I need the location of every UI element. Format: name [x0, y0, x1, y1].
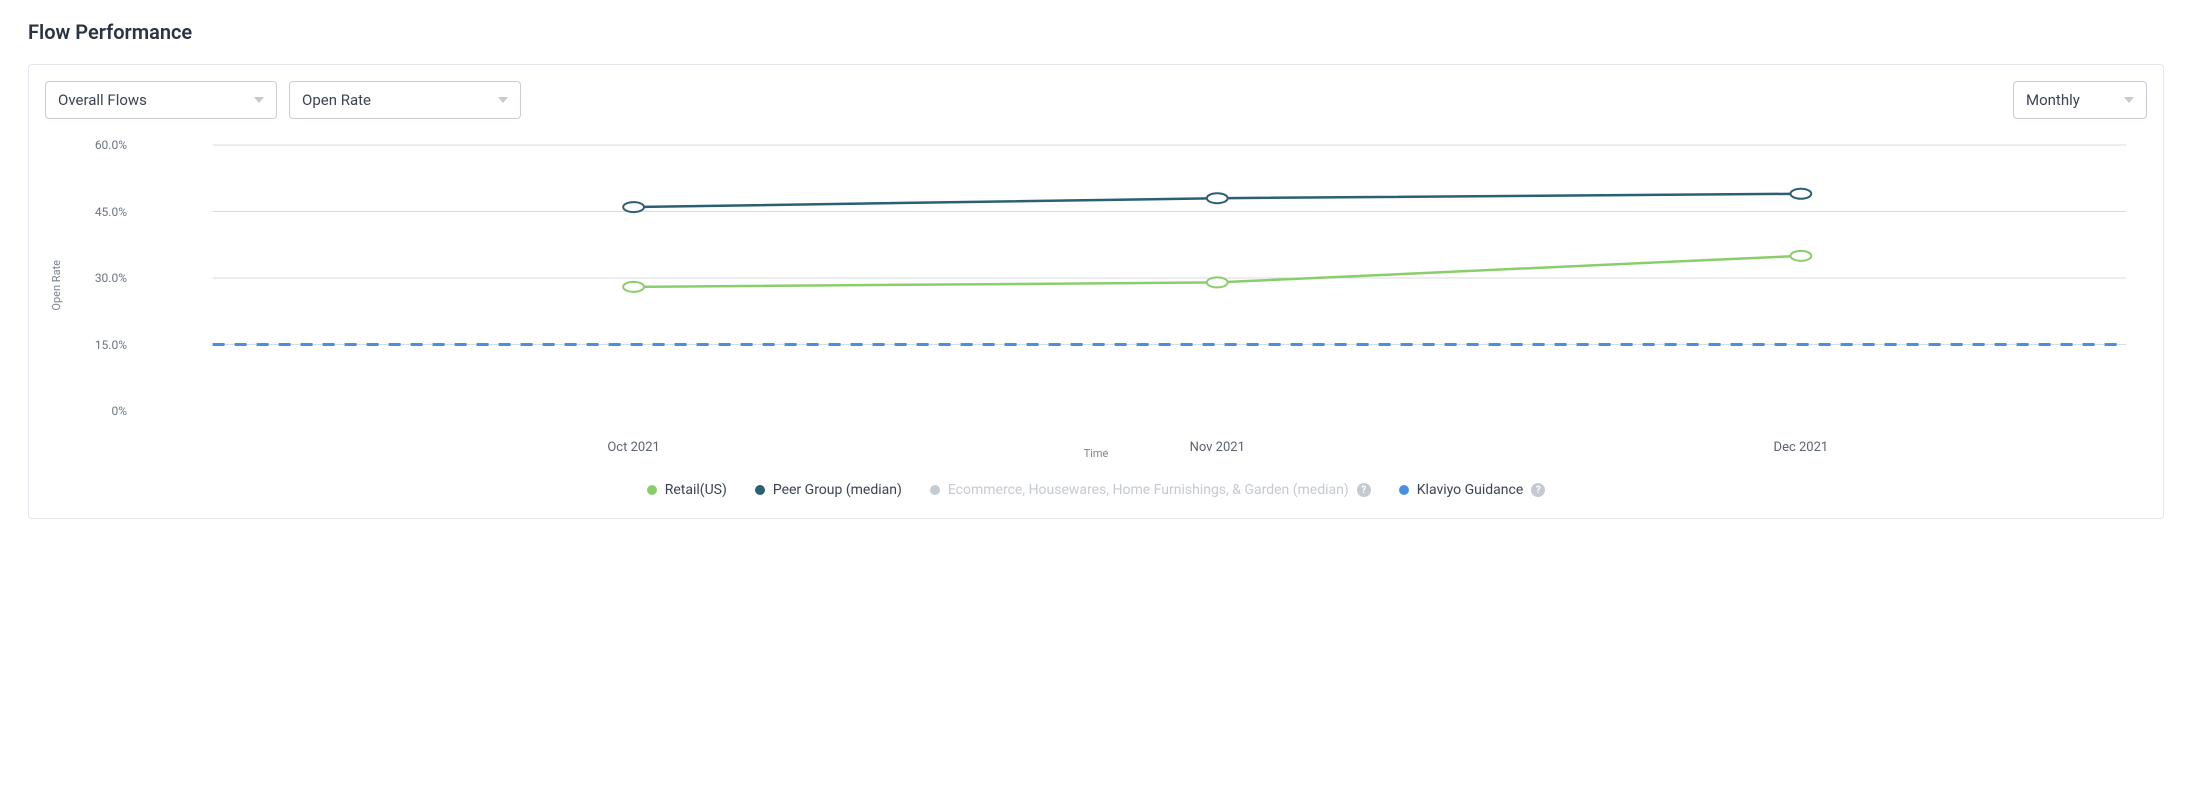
period-select[interactable]: Monthly: [2013, 81, 2147, 119]
page-title: Flow Performance: [28, 20, 2164, 44]
chart-wrap: Open Rate 0% 15.0% 30.0% 45.0% 60.0% Oct 2021…: [45, 135, 2147, 498]
flows-select-label: Overall Flows: [58, 91, 147, 109]
y-tick-label: 15.0%: [75, 338, 127, 352]
chart-panel: Overall Flows Open Rate Monthly Open Rat…: [28, 64, 2164, 519]
x-tick-label: Dec 2021: [1774, 440, 1829, 455]
flows-select[interactable]: Overall Flows: [45, 81, 277, 119]
legend-label: Peer Group (median): [773, 482, 902, 498]
legend-dot-icon: [1399, 485, 1409, 495]
legend-item-ecom[interactable]: Ecommerce, Housewares, Home Furnishings,…: [930, 482, 1371, 498]
chevron-down-icon: [498, 97, 508, 103]
legend-label: Klaviyo Guidance: [1417, 482, 1524, 498]
y-axis-title: Open Rate: [45, 135, 67, 435]
legend-label: Ecommerce, Housewares, Home Furnishings,…: [948, 482, 1349, 498]
help-icon[interactable]: ?: [1531, 483, 1545, 497]
controls-row: Overall Flows Open Rate Monthly: [45, 81, 2147, 119]
y-tick-label: 30.0%: [75, 271, 127, 285]
legend-item-peer[interactable]: Peer Group (median): [755, 482, 902, 498]
legend-dot-icon: [755, 485, 765, 495]
period-select-label: Monthly: [2026, 91, 2080, 109]
legend: Retail(US) Peer Group (median) Ecommerce, …: [45, 482, 2147, 498]
x-axis-title: Time: [45, 447, 2147, 460]
legend-dot-icon: [647, 485, 657, 495]
x-tick-label: Nov 2021: [1190, 440, 1245, 455]
chevron-down-icon: [2124, 97, 2134, 103]
help-icon[interactable]: ?: [1357, 483, 1371, 497]
y-tick-label: 45.0%: [75, 205, 127, 219]
metric-select[interactable]: Open Rate: [289, 81, 521, 119]
plot-area: 0%15.0%30.0%45.0%60.0%Oct 2021Nov 2021De…: [67, 135, 2147, 435]
chevron-down-icon: [254, 97, 264, 103]
y-tick-label: 60.0%: [75, 138, 127, 152]
metric-select-label: Open Rate: [302, 91, 371, 109]
legend-item-guidance[interactable]: Klaviyo Guidance?: [1399, 482, 1546, 498]
legend-dot-icon: [930, 485, 940, 495]
legend-label: Retail(US): [665, 482, 727, 498]
x-tick-label: Oct 2021: [607, 440, 659, 455]
y-tick-label: 0%: [75, 404, 127, 418]
legend-item-retail[interactable]: Retail(US): [647, 482, 727, 498]
